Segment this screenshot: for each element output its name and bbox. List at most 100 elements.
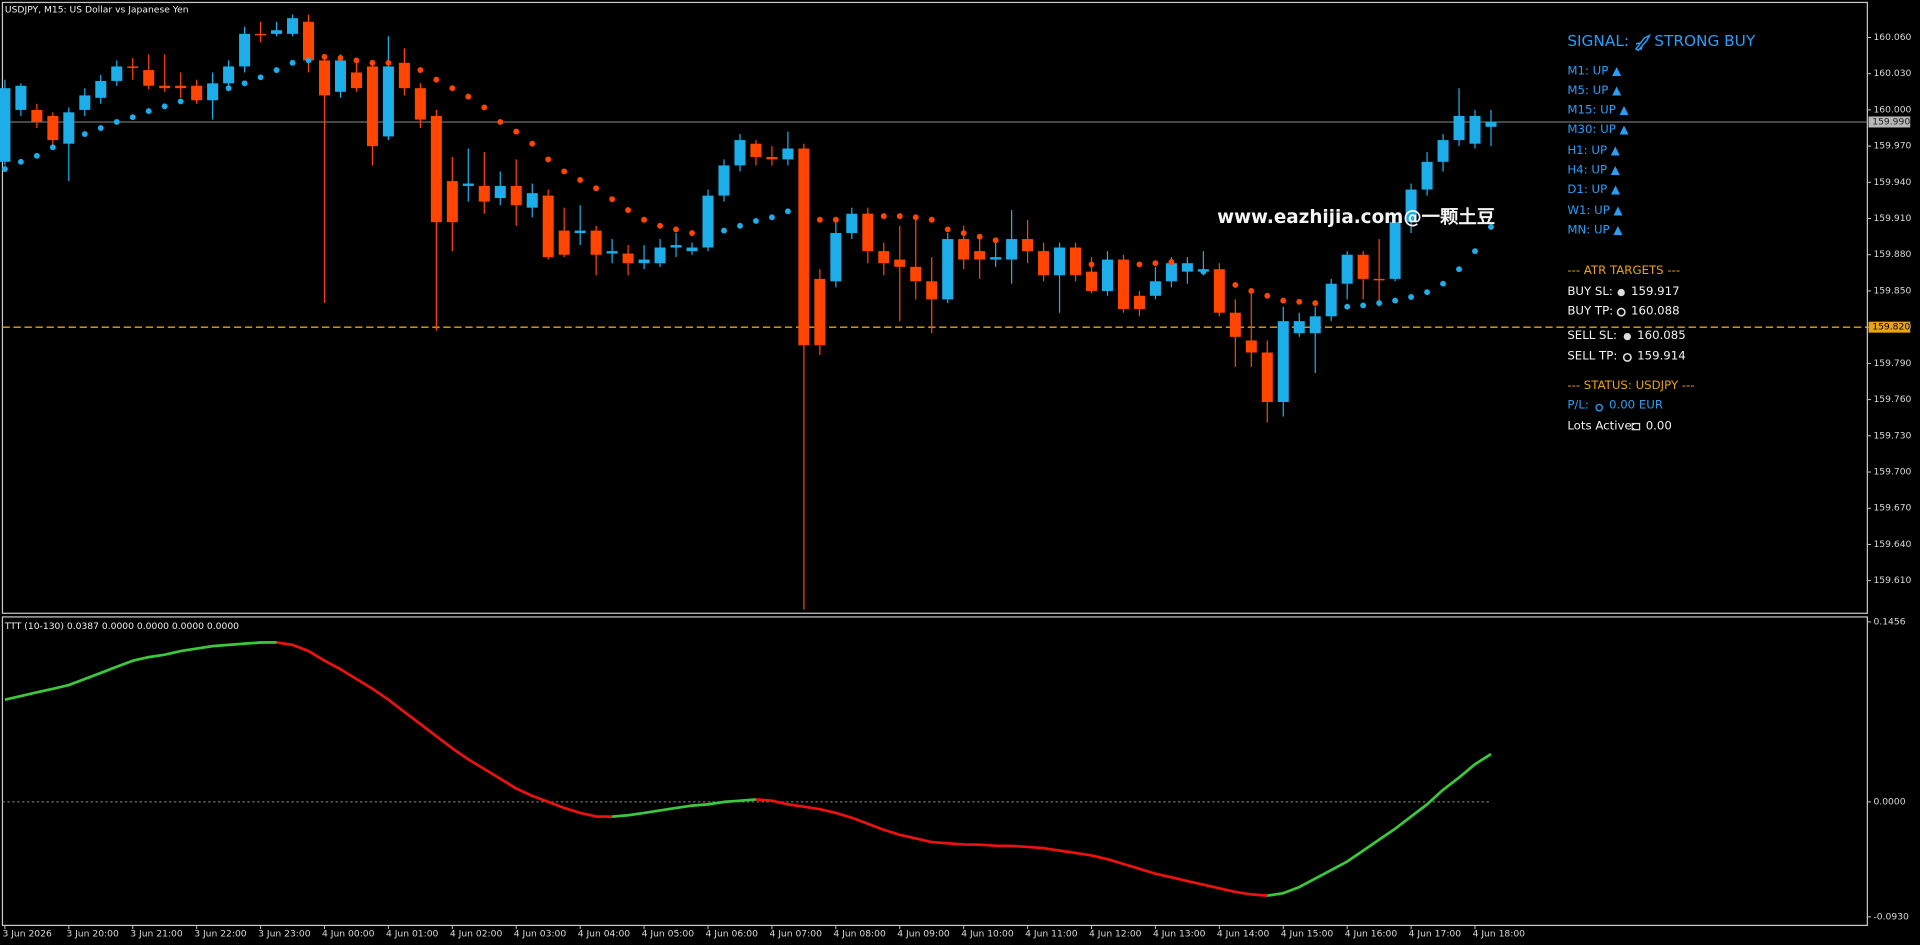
timeframe: MN: UP ▲ xyxy=(1567,223,1622,237)
candle-body xyxy=(15,85,27,110)
sar-dot xyxy=(944,226,951,233)
sar-dot xyxy=(289,59,296,66)
sar-dot xyxy=(1200,268,1207,275)
sar-dot xyxy=(1280,297,1287,304)
atr-icon xyxy=(1623,332,1632,341)
candle-body xyxy=(1022,239,1034,252)
atr-label: SELL SL: xyxy=(1567,328,1617,342)
rocket-icon xyxy=(1634,33,1652,52)
y-tick-label: 0.1456 xyxy=(1873,616,1905,627)
x-tick-label: 3 Jun 20:00 xyxy=(66,928,119,939)
candle-body xyxy=(654,247,666,264)
candle-body xyxy=(63,112,75,144)
sar-dot xyxy=(1328,303,1335,310)
candle-body xyxy=(1341,254,1353,284)
y-tick-label: 159.850 xyxy=(1873,285,1911,296)
timeframe: M1: UP ▲ xyxy=(1567,63,1621,77)
x-tick-label: 4 Jun 11:00 xyxy=(1025,928,1078,939)
candle-body xyxy=(303,21,315,61)
candle-body xyxy=(1261,352,1273,403)
sar-dot xyxy=(337,55,344,61)
y-tick-label: 159.970 xyxy=(1873,141,1911,152)
atr-label: BUY TP: xyxy=(1567,303,1613,317)
x-tick-label: 4 Jun 10:00 xyxy=(961,928,1014,939)
sar-dot xyxy=(960,230,967,236)
sar-dot xyxy=(577,176,584,183)
sar-dot xyxy=(513,128,520,135)
sar-dot xyxy=(145,108,152,115)
timeframe: M15: UP ▲ xyxy=(1567,103,1628,117)
sar-dot xyxy=(33,152,40,159)
status-heading: --- STATUS: USDJPY --- xyxy=(1567,378,1694,392)
x-tick-label: 4 Jun 16:00 xyxy=(1345,928,1398,939)
candle-body xyxy=(942,239,954,300)
candle-body xyxy=(1325,283,1337,317)
sar-dot xyxy=(1184,263,1191,270)
y-tick-label: 160.000 xyxy=(1873,104,1911,115)
x-tick-label: 4 Jun 12:00 xyxy=(1089,928,1142,939)
sar-dot xyxy=(721,227,727,234)
pl-value: 0.00 EUR xyxy=(1609,398,1663,412)
atr-label: SELL TP: xyxy=(1567,349,1617,363)
candle-body xyxy=(958,239,970,260)
x-tick-label: 4 Jun 00:00 xyxy=(322,928,375,939)
sar-dot xyxy=(689,230,695,236)
sar-dot xyxy=(1312,300,1319,306)
candle-body xyxy=(782,148,794,160)
y-tick-label: 159.760 xyxy=(1873,394,1911,405)
pl-label: P/L: xyxy=(1567,398,1589,412)
sar-dot xyxy=(529,140,536,147)
sar-dot xyxy=(353,57,360,64)
candle-body xyxy=(1389,222,1401,279)
candle-body xyxy=(926,281,938,300)
candle-body xyxy=(814,278,826,346)
candle-body xyxy=(1006,239,1018,260)
candle-body xyxy=(1165,263,1177,282)
sar-dot xyxy=(864,213,871,220)
candle-body xyxy=(127,66,139,68)
candle-body xyxy=(590,230,602,255)
x-tick-label: 3 Jun 21:00 xyxy=(130,928,183,939)
sar-dot xyxy=(1216,275,1223,282)
price-line-label: 159.990 xyxy=(1872,116,1910,127)
candle-body xyxy=(1453,115,1465,141)
candle-body xyxy=(606,251,618,254)
candle-body xyxy=(1421,161,1433,190)
sar-dot xyxy=(1168,259,1175,265)
candle-body xyxy=(1117,259,1129,310)
x-tick-label: 4 Jun 04:00 xyxy=(578,928,631,939)
candle-body xyxy=(878,251,890,264)
sar-dot xyxy=(1056,254,1063,261)
candle-body xyxy=(191,85,203,101)
candle-body xyxy=(462,183,474,186)
sar-dot xyxy=(1088,261,1095,268)
sar-dot xyxy=(928,216,935,223)
atr-value: 160.088 xyxy=(1631,303,1680,317)
lots-value: 0.00 xyxy=(1646,418,1672,432)
candle-body xyxy=(894,259,906,267)
price-line-label-box xyxy=(1868,116,1911,128)
candle-body xyxy=(159,85,171,89)
main-frame xyxy=(1,1,1868,614)
atr-value: 159.917 xyxy=(1631,284,1680,298)
atr-label: BUY SL: xyxy=(1567,284,1613,298)
sar-dot xyxy=(880,213,887,220)
sar-dot xyxy=(113,119,120,125)
y-tick-label: 160.030 xyxy=(1873,68,1911,79)
indicator-frame xyxy=(1,616,1868,927)
candle-body xyxy=(750,143,762,157)
candle-body xyxy=(255,33,267,36)
candle-body xyxy=(1101,259,1113,291)
candle-body xyxy=(670,245,682,248)
candle-body xyxy=(718,165,730,196)
sar-dot xyxy=(609,196,616,203)
candle-body xyxy=(287,18,299,34)
sar-dot xyxy=(1008,240,1015,247)
candle-body xyxy=(414,88,426,120)
sar-dot xyxy=(561,168,568,175)
sar-dot xyxy=(161,103,168,110)
sar-dot xyxy=(768,214,775,221)
sar-dot xyxy=(417,67,424,74)
